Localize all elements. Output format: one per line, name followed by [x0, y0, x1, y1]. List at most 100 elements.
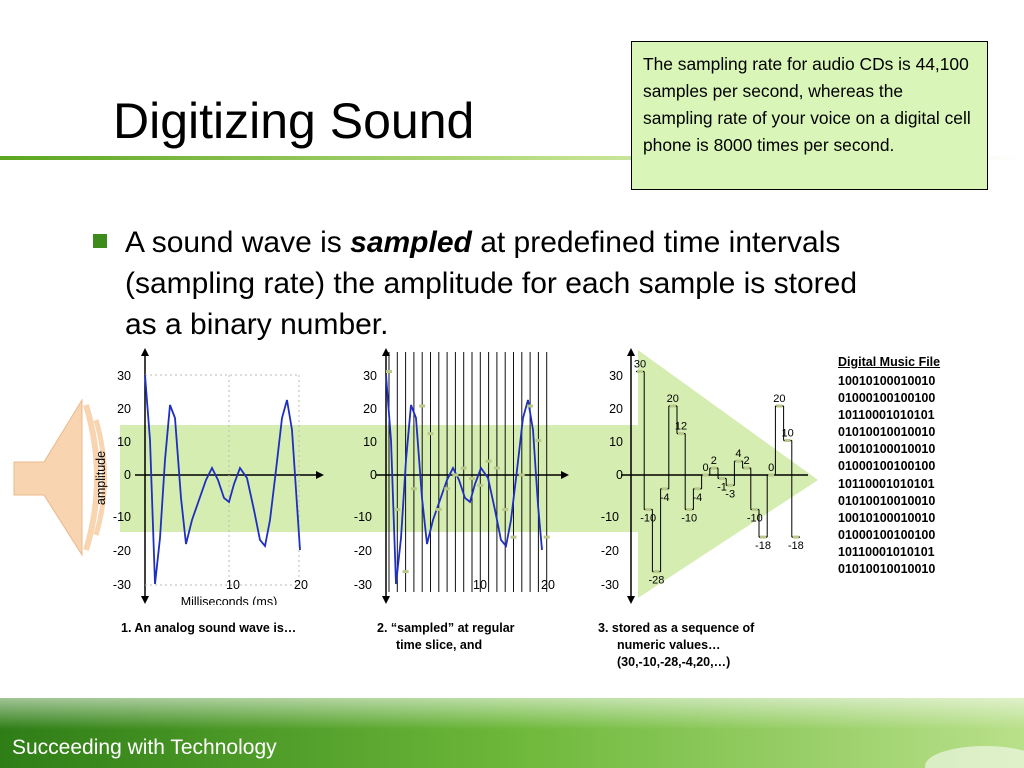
sample-value-label: 0	[768, 462, 774, 474]
bullet-text: A sound wave is sampled at predefined ti…	[125, 222, 865, 345]
sample-marker	[710, 466, 717, 470]
sample-marker	[637, 370, 643, 373]
sound-wave-arc-icon	[83, 404, 100, 551]
caption-stored-line: (30,-10,-28,-4,20,…)	[617, 655, 731, 669]
sample-marker	[653, 570, 660, 574]
panel2-y-tick: -30	[354, 578, 372, 592]
sample-marker	[402, 570, 409, 574]
footer-bar	[0, 698, 1024, 768]
panel3-y-tick: 0	[616, 468, 623, 482]
panel3-y-tick: -30	[601, 578, 619, 592]
sample-marker	[719, 476, 725, 480]
panel1-y-tick: -20	[113, 544, 131, 558]
sample-marker	[394, 508, 401, 511]
sample-marker	[510, 535, 517, 539]
binary-line: 10110001010101	[838, 544, 935, 559]
panel2-x-tick: 20	[541, 578, 555, 592]
panel3-y-tick: 20	[609, 402, 623, 416]
binary-line: 10110001010101	[838, 476, 935, 491]
panel-analog-wave	[135, 348, 324, 604]
sample-marker	[760, 535, 766, 539]
caption-stored-line: 3. stored as a sequence of	[598, 621, 755, 635]
panel1-y-ticks: 30 20 10 0 -10 -20 -30 10 20 amplitude M…	[94, 369, 308, 605]
sample-marker	[535, 439, 542, 442]
bullet-text-before: A sound wave is	[125, 226, 351, 259]
panel2-x-tick: 10	[473, 578, 487, 592]
panel3-ticks: 30 20 10 0 -10 -20 -30	[601, 369, 623, 592]
sample-value-label: 2	[744, 455, 750, 467]
sample-value-label: 30	[634, 359, 646, 371]
panel-stored-values: 30-10-28-42012-10-402-1-342-10-1802010-1…	[621, 348, 808, 604]
binary-line: 01010010010010	[838, 493, 936, 508]
sample-marker	[702, 473, 709, 477]
panel1-y-tick: 0	[124, 468, 131, 482]
binary-line: 10010100010010	[838, 510, 936, 525]
sample-stems	[636, 370, 800, 574]
sample-value-label: -10	[681, 513, 697, 525]
sample-value-label: -1	[717, 481, 727, 493]
binary-line: 10010100010010	[838, 374, 936, 388]
sample-value-label: 10	[781, 428, 793, 440]
panel2-y-tick: -20	[354, 544, 372, 558]
panel3-y-tick: 10	[609, 435, 623, 449]
sample-value-label: -10	[640, 513, 656, 525]
panel3-y-tick: -20	[601, 544, 619, 558]
sample-marker	[485, 459, 492, 463]
panel2-y-tick: -10	[354, 510, 372, 524]
sample-value-label: -28	[648, 575, 664, 587]
sample-marker	[477, 483, 484, 487]
sample-marker	[694, 487, 701, 491]
sample-marker	[543, 535, 550, 539]
panel2-ticks: 30 20 10 0 -10 -20 -30 10 20	[354, 369, 555, 592]
sample-marker	[735, 459, 742, 463]
sample-marker	[452, 473, 459, 477]
sample-value-label: 20	[773, 393, 785, 405]
sample-value-labels: 30-10-28-42012-10-402-1-342-10-1802010-1…	[634, 359, 804, 587]
sample-marker	[469, 476, 475, 480]
caption-sampled-line: time slice, and	[396, 638, 483, 652]
sound-wave-arc-icon	[93, 419, 107, 536]
bullet-emphasis: sampled	[350, 226, 472, 259]
sample-value-label: -10	[747, 513, 763, 525]
sample-marker	[460, 466, 467, 470]
sample-markers	[386, 370, 550, 574]
sample-marker	[776, 404, 783, 408]
sample-marker	[661, 487, 668, 491]
panel1-y-tick: -10	[113, 510, 131, 524]
panel3-y-tick: -10	[601, 510, 619, 524]
sample-value-label: -18	[755, 540, 771, 552]
panel1-y-tick: 20	[117, 402, 131, 416]
digitizing-diagram: 30 20 10 0 -10 -20 -30 10 20 amplitude M…	[13, 348, 818, 605]
sample-value-label: -18	[788, 540, 804, 552]
caption-stored: 3. stored as a sequence of numeric value…	[598, 620, 818, 671]
binary-line: 01000100100100	[838, 459, 936, 474]
caption-sampled: 2. “sampled” at regular time slice, and	[377, 620, 577, 654]
analog-wave-line	[144, 374, 301, 585]
caption-stored-line: numeric values…	[617, 638, 721, 652]
sample-marker	[645, 508, 652, 511]
sample-value-label: 4	[735, 448, 741, 460]
panel2-y-tick: 20	[363, 402, 377, 416]
sample-marker	[669, 404, 676, 408]
sample-value-label: 0	[703, 462, 709, 474]
binary-line: 01000100100100	[838, 391, 936, 406]
sample-marker	[768, 473, 775, 477]
digital-music-file-bits: 10010100010010 01000100100100 1011000101…	[838, 373, 935, 578]
binary-line: 01000100100100	[838, 527, 936, 542]
binary-line: 10010100010010	[838, 442, 936, 457]
process-arrow	[120, 350, 818, 598]
sample-marker	[444, 487, 451, 491]
sample-marker	[527, 404, 534, 408]
panel2-y-tick: 0	[370, 468, 377, 482]
sample-marker	[410, 487, 417, 491]
speaker-icon	[13, 398, 83, 557]
sample-value-label: -3	[725, 488, 735, 500]
sample-marker	[727, 483, 734, 487]
sample-marker	[386, 370, 392, 373]
sample-marker	[792, 535, 799, 539]
sample-value-label: -4	[660, 492, 670, 504]
digital-music-file-title: Digital Music File	[838, 355, 941, 369]
footer-text: Succeeding with Technology	[12, 736, 277, 759]
sample-marker	[419, 404, 426, 408]
panel1-y-tick: 30	[117, 369, 131, 383]
